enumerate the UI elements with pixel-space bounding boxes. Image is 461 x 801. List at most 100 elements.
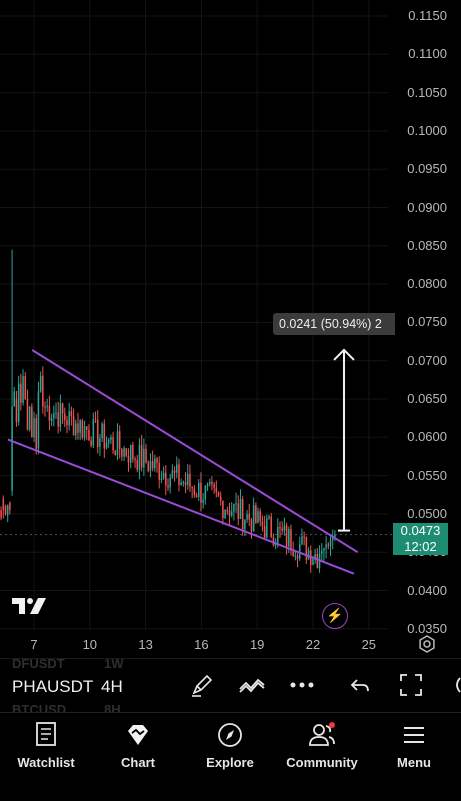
fullscreen-icon[interactable] (399, 672, 423, 703)
candle-body (26, 399, 29, 430)
candle-body (228, 510, 231, 516)
candle-body (2, 498, 5, 511)
candle-body (61, 403, 64, 414)
candle-body (290, 529, 292, 551)
candle-body (105, 442, 108, 449)
candle-body (224, 510, 226, 519)
candle-body (72, 416, 75, 436)
candle-body (279, 526, 281, 529)
candle-body (255, 505, 257, 523)
candle-body (298, 544, 301, 559)
candle-body (140, 444, 143, 468)
candle-body (246, 513, 248, 520)
measure-label: 0.0241 (50.94%) 2 (273, 313, 395, 335)
candle-body (294, 555, 297, 557)
candle-body (226, 510, 229, 512)
candle-body (272, 536, 275, 546)
date-tick-label: 10 (82, 637, 98, 652)
nav-chart[interactable]: Chart (92, 721, 184, 770)
symbol-selector[interactable]: PHAUSDT (12, 677, 94, 696)
price-tick-label: 0.0500 (407, 505, 447, 521)
price-tick-label: 0.0800 (407, 276, 447, 292)
candle-body (211, 481, 213, 485)
candle-body (259, 511, 262, 522)
nav-menu[interactable]: Menu (368, 721, 460, 770)
candle-body (320, 550, 323, 554)
candle-body (88, 429, 90, 441)
candle-body (329, 539, 332, 547)
candle-body (50, 418, 53, 421)
date-tick-label: 25 (361, 637, 377, 652)
candle-body (66, 420, 68, 426)
candle-body (121, 448, 123, 457)
candle-body (283, 525, 286, 531)
nav-watchlist[interactable]: Watchlist (0, 721, 92, 770)
nav-community[interactable]: Community (276, 721, 368, 770)
price-tick-label: 0.0750 (407, 314, 447, 330)
candles (0, 249, 336, 573)
candle-body (149, 460, 152, 471)
current-price-badge: 0.0473 12:02 (393, 523, 448, 555)
candle-body (64, 413, 66, 421)
candle-body (37, 391, 40, 449)
nav-explore[interactable]: Explore (184, 721, 276, 770)
candle-body (92, 419, 95, 446)
candle-body (17, 383, 20, 422)
current-price-value: 0.0473 (400, 523, 441, 538)
price-tick-label: 0.0550 (407, 467, 447, 483)
candle-body (182, 482, 185, 484)
pencil-icon[interactable] (189, 672, 215, 703)
candle-body (96, 419, 99, 447)
candle-body (316, 553, 319, 569)
candle-body (301, 536, 303, 545)
trendline-lower (7, 438, 355, 575)
candle-body (158, 462, 160, 480)
chart-icon (92, 721, 184, 749)
price-tick-label: 0.1050 (407, 84, 447, 100)
candle-body (235, 503, 237, 505)
tradingview-logo[interactable] (12, 595, 46, 622)
date-tick-label: 22 (305, 637, 321, 652)
candle-body (303, 536, 305, 538)
indicators-icon[interactable] (238, 672, 266, 703)
toolbar-overflow[interactable] (452, 672, 461, 703)
candle-body (42, 376, 44, 407)
candle-body (154, 458, 156, 469)
candle-body (213, 484, 215, 488)
candle-body (193, 488, 196, 496)
nav-label-explore: Explore (206, 755, 254, 770)
candle-body (74, 423, 77, 436)
candle-body (178, 464, 180, 485)
candle-body (165, 472, 167, 485)
gear-icon[interactable] (418, 635, 436, 658)
candle-body (312, 559, 314, 565)
candle-body (11, 406, 13, 491)
more-icon[interactable] (289, 672, 315, 703)
candle-body (171, 470, 174, 478)
candle-body (55, 412, 57, 414)
candle-body (208, 481, 211, 485)
candle-body (4, 506, 7, 514)
candle-body (250, 519, 253, 532)
bottom-nav: Watchlist Chart Explore Community Menu (0, 712, 461, 801)
price-tick-label: 0.0950 (407, 161, 447, 177)
candle-body (206, 484, 209, 486)
price-tick-label: 0.0700 (407, 352, 447, 368)
candle-body (101, 423, 103, 439)
candle-body (292, 550, 294, 556)
chart-area[interactable]: 0.1150 0.1100 0.1050 0.1000 0.0950 0.0900 0.08… (0, 0, 461, 658)
candle-body (132, 444, 134, 460)
candle-body (59, 403, 62, 427)
price-tick-label: 0.0350 (407, 620, 447, 636)
candle-body (147, 462, 150, 471)
price-chart[interactable] (0, 0, 461, 658)
undo-icon[interactable] (349, 672, 373, 703)
candle-body (20, 383, 22, 403)
candle-body (215, 487, 218, 493)
candle-body (331, 536, 334, 540)
candle-body (266, 518, 268, 538)
menu-icon (368, 721, 460, 749)
price-tick-label: 0.0400 (407, 582, 447, 598)
lightning-icon[interactable]: ⚡ (322, 603, 348, 629)
interval-selector[interactable]: 4H (101, 677, 123, 696)
